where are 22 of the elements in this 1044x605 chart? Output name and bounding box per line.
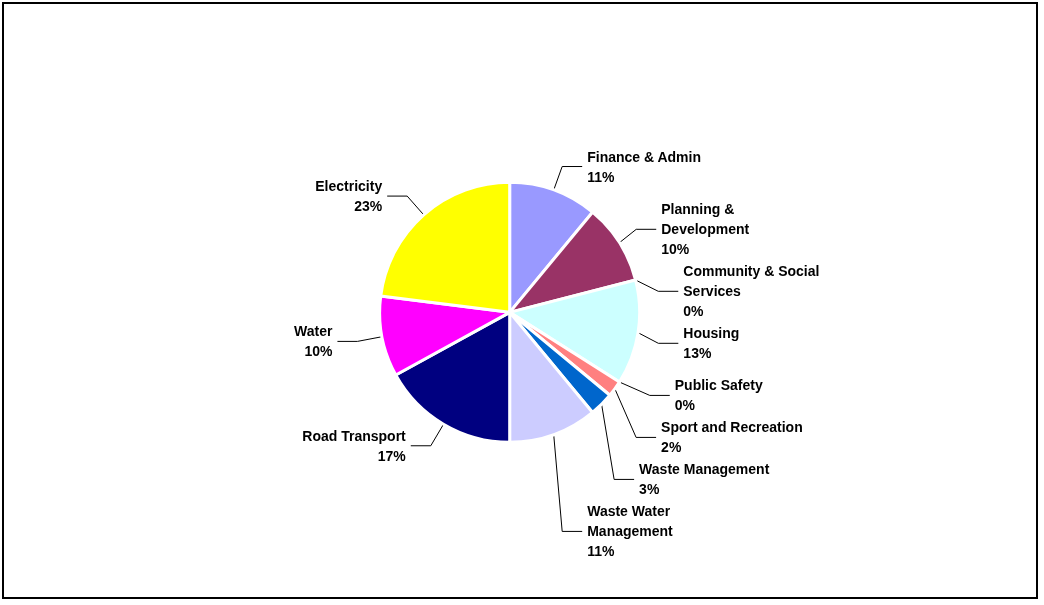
data-label: 11% bbox=[587, 543, 615, 560]
data-label: 2% bbox=[661, 439, 682, 456]
data-label: 17% bbox=[377, 447, 407, 464]
text: 0% bbox=[683, 303, 704, 320]
data-label: 23% bbox=[354, 198, 383, 215]
slice-label: Road Transport bbox=[302, 427, 407, 444]
slice-label: Electricity bbox=[315, 178, 383, 195]
data-label: 11% bbox=[587, 168, 615, 185]
slice-label: Waste Water Management bbox=[587, 503, 675, 540]
slice-label: Water bbox=[294, 323, 333, 340]
data-label: 10% bbox=[304, 343, 333, 360]
data-label: 13% bbox=[683, 345, 712, 362]
slice-label: Finance & Admin bbox=[587, 148, 702, 165]
slice-label: Sport and Recreation bbox=[661, 419, 803, 436]
slice-label: Planning & Development bbox=[661, 201, 750, 238]
legend-label: Community & Social Services bbox=[683, 263, 824, 300]
data-label: 10% bbox=[661, 241, 690, 258]
slice-label: Waste Management bbox=[639, 461, 770, 478]
data-label: 3% bbox=[639, 481, 660, 498]
text: 0% bbox=[674, 397, 695, 414]
slice-label: Housing bbox=[683, 325, 740, 342]
legend-label: Public Safety bbox=[674, 377, 763, 394]
